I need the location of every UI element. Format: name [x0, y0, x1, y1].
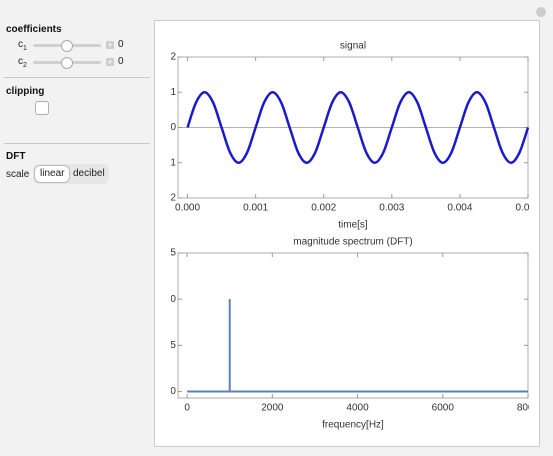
expand-button[interactable]: +: [106, 57, 114, 67]
slider-label: c2: [18, 56, 27, 69]
var: c: [18, 56, 23, 67]
expand-button[interactable]: +: [106, 40, 114, 50]
section-label: clipping: [6, 86, 45, 97]
option-button[interactable]: linear: [34, 165, 71, 183]
slider-value: 0: [118, 56, 124, 67]
section-label: DFT: [6, 151, 26, 162]
section-label: coefficients: [6, 24, 62, 35]
scale-label: scale: [6, 169, 30, 180]
options-icon[interactable]: [536, 7, 546, 17]
option-button[interactable]: decibel: [73, 168, 105, 179]
sub: 2: [23, 62, 27, 69]
slider-knob[interactable]: [61, 57, 73, 69]
separator: [4, 143, 150, 144]
slider-knob[interactable]: [61, 40, 73, 52]
checkbox[interactable]: [35, 101, 49, 115]
plot-panel: [154, 20, 540, 447]
var: c: [18, 39, 23, 50]
sub: 1: [23, 45, 27, 52]
separator: [4, 77, 150, 78]
slider-value: 0: [118, 39, 124, 50]
slider-label: c1: [18, 39, 27, 52]
